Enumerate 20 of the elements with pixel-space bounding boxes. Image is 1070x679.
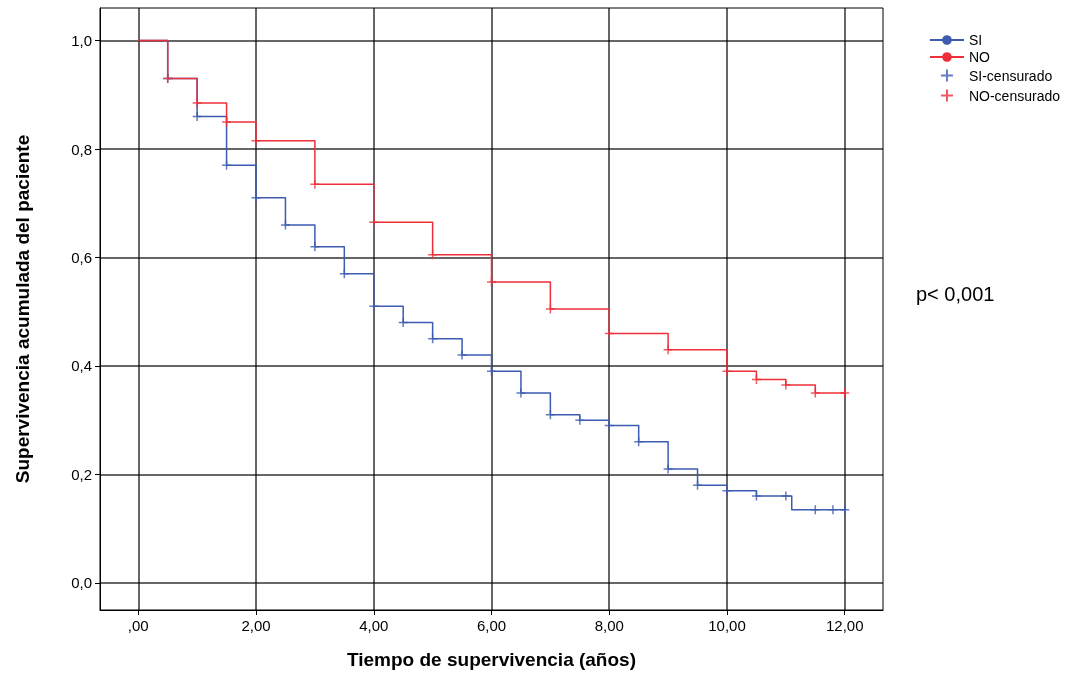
y-tick-label: 0,8 [71, 140, 92, 158]
x-tick-label: 4,00 [359, 617, 389, 634]
y-axis-title: Supervivencia acumulada del paciente [12, 134, 33, 484]
y-tick-label: 1,0 [71, 32, 92, 50]
legend-label: NO [968, 49, 991, 65]
x-tick-label: ,00 [127, 617, 149, 634]
x-tick-label: 6,00 [476, 617, 507, 634]
y-tick-label: 0,0 [71, 574, 92, 592]
legend-label: SI-censurado [968, 67, 1053, 84]
y-tick-label: 0,6 [71, 248, 92, 266]
y-tick-label: 0,4 [71, 357, 92, 375]
text: p< 0,001 [916, 283, 995, 306]
x-tick-label: 12,00 [825, 617, 864, 634]
x-axis-title: Tiempo de supervivencia (años) [347, 649, 636, 670]
x-tick-label: 2,00 [241, 617, 271, 634]
legend-label: SI [968, 32, 983, 48]
legend-label: NO-censurado [968, 87, 1061, 104]
y-tick-label: 0,2 [71, 465, 92, 483]
x-tick-label: 10,00 [708, 617, 746, 634]
x-tick-label: 8,00 [594, 617, 624, 634]
